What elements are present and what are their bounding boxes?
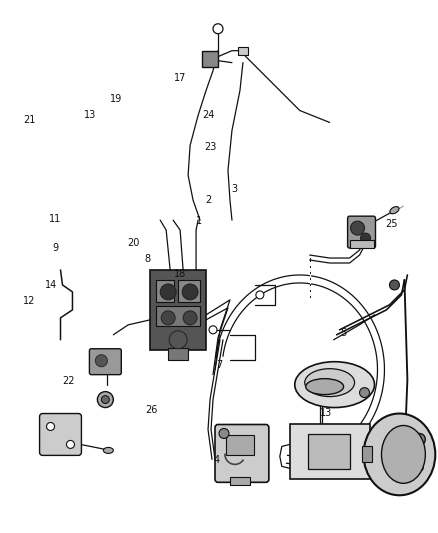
Circle shape	[219, 429, 229, 439]
Ellipse shape	[306, 378, 343, 394]
Text: 25: 25	[385, 219, 398, 229]
FancyBboxPatch shape	[156, 280, 174, 302]
Circle shape	[360, 387, 370, 398]
Circle shape	[160, 284, 176, 300]
Text: 13: 13	[84, 110, 96, 120]
Circle shape	[182, 284, 198, 300]
Text: 20: 20	[127, 238, 140, 248]
Text: 17: 17	[173, 73, 186, 83]
Circle shape	[256, 291, 264, 299]
FancyBboxPatch shape	[290, 424, 370, 479]
Text: 7: 7	[216, 360, 222, 370]
Ellipse shape	[103, 447, 113, 454]
Text: 9: 9	[52, 243, 58, 253]
Circle shape	[46, 423, 54, 431]
Circle shape	[95, 355, 107, 367]
Text: 4: 4	[214, 455, 220, 465]
FancyBboxPatch shape	[156, 306, 200, 326]
Text: 12: 12	[23, 296, 35, 306]
Circle shape	[169, 331, 187, 349]
Circle shape	[97, 392, 113, 408]
Circle shape	[413, 433, 425, 446]
Circle shape	[101, 395, 110, 403]
FancyBboxPatch shape	[348, 216, 375, 248]
Text: 14: 14	[45, 280, 57, 290]
Polygon shape	[150, 270, 206, 350]
Text: 23: 23	[204, 142, 216, 152]
Text: 22: 22	[62, 376, 74, 386]
Text: 1: 1	[196, 216, 202, 227]
FancyBboxPatch shape	[39, 414, 81, 455]
Circle shape	[209, 326, 217, 334]
Text: 3: 3	[231, 184, 237, 195]
Circle shape	[67, 440, 74, 448]
Circle shape	[183, 311, 197, 325]
FancyBboxPatch shape	[168, 348, 188, 360]
Circle shape	[389, 280, 399, 290]
FancyBboxPatch shape	[89, 349, 121, 375]
FancyBboxPatch shape	[361, 447, 371, 462]
FancyBboxPatch shape	[350, 240, 374, 248]
FancyBboxPatch shape	[238, 47, 248, 55]
Ellipse shape	[295, 362, 374, 408]
Text: 2: 2	[205, 195, 211, 205]
FancyBboxPatch shape	[226, 435, 254, 455]
Text: 8: 8	[144, 254, 150, 263]
Text: 18: 18	[173, 270, 186, 279]
FancyBboxPatch shape	[202, 51, 218, 67]
Circle shape	[161, 311, 175, 325]
Circle shape	[415, 463, 424, 471]
Text: 19: 19	[110, 94, 123, 104]
Ellipse shape	[305, 369, 355, 397]
FancyBboxPatch shape	[215, 424, 269, 482]
Text: 13: 13	[320, 408, 332, 418]
Circle shape	[213, 24, 223, 34]
Text: 26: 26	[145, 405, 158, 415]
Text: 21: 21	[23, 115, 35, 125]
Text: 24: 24	[202, 110, 214, 120]
Ellipse shape	[390, 207, 399, 214]
Circle shape	[350, 221, 364, 235]
Ellipse shape	[381, 425, 425, 483]
Text: 5: 5	[340, 328, 346, 338]
FancyBboxPatch shape	[178, 280, 200, 302]
FancyBboxPatch shape	[308, 434, 350, 470]
FancyBboxPatch shape	[230, 478, 250, 486]
Text: 11: 11	[49, 214, 61, 224]
Circle shape	[360, 233, 371, 243]
Ellipse shape	[364, 414, 435, 495]
